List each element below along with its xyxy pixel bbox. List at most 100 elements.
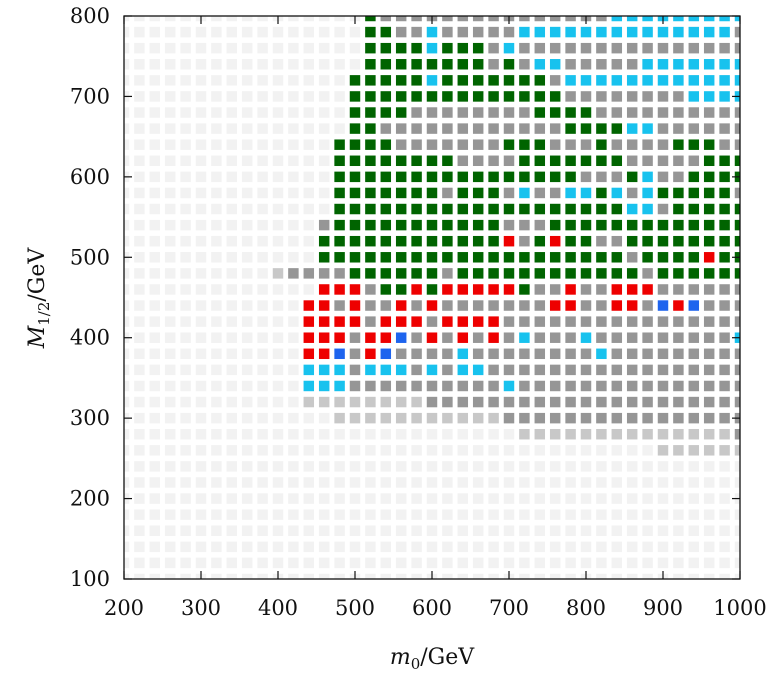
heatmap-cell bbox=[272, 364, 284, 376]
heatmap-cell bbox=[134, 123, 145, 134]
heatmap-cell bbox=[596, 428, 607, 440]
heatmap-cell bbox=[657, 187, 669, 199]
heatmap-cell bbox=[257, 123, 268, 134]
heatmap-cell bbox=[565, 123, 576, 134]
heatmap-cell bbox=[303, 235, 315, 247]
heatmap-cell bbox=[365, 557, 376, 569]
heatmap-cell bbox=[134, 493, 145, 504]
heatmap-cell bbox=[288, 332, 299, 343]
heatmap-cell bbox=[164, 396, 176, 408]
heatmap-cell bbox=[303, 396, 315, 408]
heatmap-cell bbox=[457, 396, 469, 408]
heatmap-cell bbox=[180, 219, 191, 231]
heatmap-cell bbox=[334, 396, 345, 408]
heatmap-cell bbox=[626, 252, 638, 263]
heatmap-cell bbox=[657, 493, 669, 504]
heatmap-cell bbox=[703, 59, 715, 70]
heatmap-cell bbox=[688, 412, 700, 424]
heatmap-cell bbox=[673, 123, 684, 134]
heatmap-cell bbox=[626, 525, 638, 536]
heatmap-cell bbox=[642, 573, 653, 579]
heatmap-cell bbox=[318, 332, 330, 343]
heatmap-cell bbox=[365, 348, 376, 360]
heatmap-cell bbox=[226, 203, 238, 215]
heatmap-cell bbox=[626, 123, 638, 134]
heatmap-cell bbox=[719, 75, 730, 86]
heatmap-cell bbox=[703, 364, 715, 376]
heatmap-cell bbox=[673, 428, 684, 440]
heatmap-cell bbox=[303, 42, 315, 54]
heatmap-cell bbox=[134, 107, 145, 118]
heatmap-cell bbox=[426, 557, 438, 569]
heatmap-cell bbox=[719, 412, 730, 424]
heatmap-cell bbox=[303, 203, 315, 215]
heatmap-cell bbox=[380, 412, 392, 424]
heatmap-cell bbox=[426, 509, 438, 520]
heatmap-cell bbox=[426, 525, 438, 536]
heatmap-cell bbox=[703, 171, 715, 183]
heatmap-cell bbox=[195, 268, 207, 279]
heatmap-cell bbox=[519, 235, 530, 247]
heatmap-cell bbox=[611, 573, 623, 579]
heatmap-cell bbox=[303, 364, 315, 376]
heatmap-cell bbox=[534, 42, 546, 54]
heatmap-cell bbox=[334, 412, 345, 424]
heatmap-cell bbox=[611, 461, 623, 472]
heatmap-cell bbox=[411, 187, 422, 199]
heatmap-cell bbox=[334, 139, 345, 150]
heatmap-cell bbox=[288, 107, 299, 118]
heatmap-cell bbox=[211, 493, 222, 504]
heatmap-cell bbox=[411, 155, 422, 167]
heatmap-cell bbox=[549, 235, 561, 247]
heatmap-cell bbox=[642, 252, 653, 263]
heatmap-cell bbox=[519, 75, 530, 86]
heatmap-cell bbox=[657, 332, 669, 343]
heatmap-cell bbox=[472, 509, 484, 520]
heatmap-cell bbox=[124, 187, 130, 199]
heatmap-cell bbox=[642, 284, 653, 295]
heatmap-cell bbox=[703, 91, 715, 102]
heatmap-cell bbox=[596, 332, 607, 343]
heatmap-cell bbox=[164, 477, 176, 488]
heatmap-cell bbox=[318, 268, 330, 279]
heatmap-cell bbox=[226, 348, 238, 360]
heatmap-cell bbox=[596, 252, 607, 263]
heatmap-cell bbox=[303, 380, 315, 392]
heatmap-cell bbox=[180, 332, 191, 343]
heatmap-cell bbox=[303, 428, 315, 440]
heatmap-cell bbox=[642, 219, 653, 231]
heatmap-cell bbox=[272, 396, 284, 408]
heatmap-cell bbox=[134, 16, 145, 22]
y-tick-label: 600 bbox=[70, 165, 110, 189]
heatmap-cell bbox=[657, 509, 669, 520]
heatmap-cell bbox=[565, 155, 576, 167]
heatmap-cell bbox=[395, 16, 407, 22]
heatmap-cell bbox=[211, 557, 222, 569]
heatmap-cell bbox=[472, 412, 484, 424]
heatmap-cell bbox=[734, 139, 740, 150]
heatmap-cell bbox=[534, 380, 546, 392]
heatmap-cell bbox=[673, 316, 684, 327]
heatmap-cell bbox=[303, 123, 315, 134]
heatmap-cell bbox=[642, 187, 653, 199]
heatmap-cell bbox=[124, 59, 130, 70]
heatmap-cell bbox=[334, 235, 345, 247]
heatmap-cell bbox=[673, 219, 684, 231]
heatmap-cell bbox=[226, 268, 238, 279]
heatmap-cell bbox=[257, 171, 268, 183]
heatmap-cell bbox=[288, 203, 299, 215]
heatmap-cell bbox=[703, 316, 715, 327]
heatmap-cell bbox=[303, 91, 315, 102]
heatmap-cell bbox=[180, 16, 191, 22]
heatmap-cell bbox=[472, 139, 484, 150]
heatmap-cell bbox=[549, 219, 561, 231]
heatmap-cell bbox=[303, 348, 315, 360]
x-tick-label: 200 bbox=[104, 596, 144, 620]
heatmap-cell bbox=[318, 59, 330, 70]
heatmap-cell bbox=[673, 139, 684, 150]
heatmap-cell bbox=[303, 155, 315, 167]
heatmap-cell bbox=[164, 75, 176, 86]
heatmap-cell bbox=[565, 332, 576, 343]
heatmap-cell bbox=[688, 493, 700, 504]
heatmap-cell bbox=[180, 123, 191, 134]
